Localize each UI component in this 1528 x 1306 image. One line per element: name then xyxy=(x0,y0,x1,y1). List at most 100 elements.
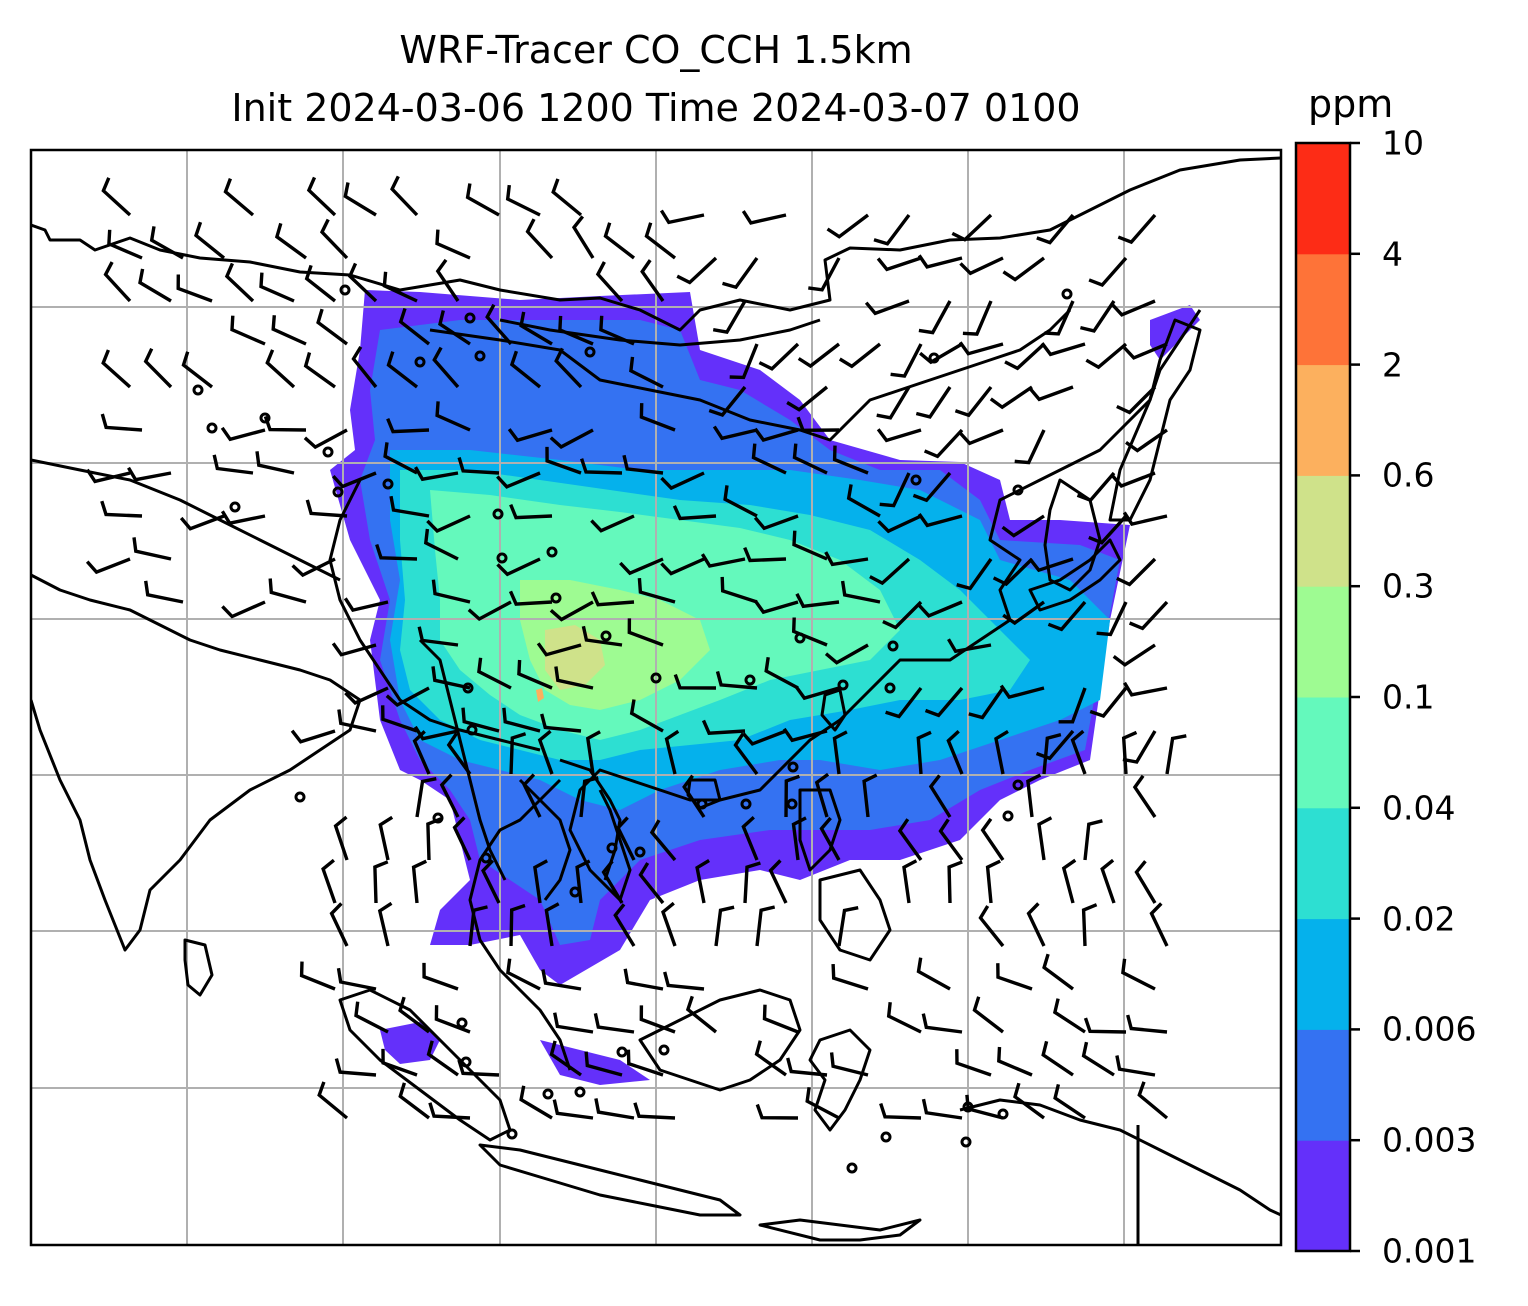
wind-barb xyxy=(754,1040,787,1077)
wind-barb xyxy=(343,597,389,613)
wind-barb xyxy=(956,558,993,591)
calm-wind-marker xyxy=(584,346,596,358)
wind-barb xyxy=(545,446,582,475)
wind-barb xyxy=(537,729,554,775)
wind-barb xyxy=(381,705,418,733)
wind-barb xyxy=(791,816,807,861)
wind-barb xyxy=(603,222,636,260)
wind-barb xyxy=(435,258,460,302)
wind-barb xyxy=(873,213,911,246)
wind-barb xyxy=(1001,514,1045,538)
wind-barb xyxy=(373,860,389,904)
wind-barb xyxy=(143,347,173,389)
wind-barb xyxy=(509,732,527,775)
field-level-1-sumatra xyxy=(380,1022,440,1064)
wind-barb xyxy=(1132,774,1157,818)
colorbar-tick-label: 0.6 xyxy=(1382,455,1435,495)
wind-barb xyxy=(762,1004,799,1034)
wind-barb xyxy=(179,514,225,531)
wind-barb xyxy=(639,403,676,432)
wind-barb xyxy=(928,774,952,818)
wind-barb xyxy=(259,272,295,303)
wind-barb xyxy=(221,600,266,619)
wind-barb xyxy=(722,257,759,290)
wind-barb xyxy=(553,1012,594,1034)
colorbar-segment xyxy=(1296,1029,1350,1141)
wind-barb xyxy=(840,580,881,604)
wind-barb xyxy=(1128,600,1169,631)
calm-wind-marker xyxy=(294,791,306,803)
colorbar-segment xyxy=(1296,807,1350,920)
wind-barb xyxy=(386,418,430,434)
wind-barb xyxy=(334,1058,377,1077)
wind-barb xyxy=(439,773,460,818)
wind-barb xyxy=(321,858,337,904)
sumatra xyxy=(338,988,512,1142)
wind-barb xyxy=(916,957,951,991)
calm-wind-marker xyxy=(787,761,799,773)
calm-wind-marker xyxy=(259,412,271,424)
colorbar-segment xyxy=(1296,1140,1350,1252)
wind-barb xyxy=(428,1102,471,1120)
japan-south xyxy=(1028,538,1122,612)
wind-barb xyxy=(786,385,829,412)
asia-mainland-coastline xyxy=(31,156,1281,332)
wind-barb xyxy=(438,310,471,346)
wind-barb xyxy=(390,175,419,217)
wind-barb xyxy=(1137,1081,1169,1120)
wind-barb xyxy=(271,315,307,346)
calm-wind-marker xyxy=(480,852,492,864)
wind-barb xyxy=(623,968,664,991)
wind-barb xyxy=(536,642,582,657)
wind-barb xyxy=(947,638,992,654)
calm-wind-marker xyxy=(414,356,426,368)
calm-wind-marker xyxy=(616,1046,628,1058)
wind-barb xyxy=(826,213,870,239)
wind-barb xyxy=(1070,729,1087,775)
wind-barb xyxy=(796,416,840,433)
wind-barb xyxy=(615,816,636,861)
wind-barb xyxy=(629,699,664,733)
wind-barb xyxy=(959,256,1004,276)
wind-barb xyxy=(414,466,459,482)
wind-barb xyxy=(1083,1017,1127,1034)
calm-wind-marker xyxy=(229,501,241,513)
wind-barb xyxy=(316,308,349,346)
sri-lanka xyxy=(183,938,214,997)
wind-barb xyxy=(992,557,1034,587)
wind-barb xyxy=(434,1005,471,1034)
wind-barb xyxy=(540,713,582,733)
wind-barb xyxy=(290,729,336,744)
wind-barb xyxy=(791,617,828,647)
wind-barb xyxy=(637,577,676,604)
wind-barb xyxy=(1053,1083,1086,1120)
colorbar-segment xyxy=(1296,475,1350,587)
wind-barb xyxy=(1047,600,1087,632)
wind-barb xyxy=(571,215,595,259)
wind-barb xyxy=(994,729,1009,775)
wind-barb xyxy=(921,1098,963,1120)
wind-barb xyxy=(336,967,377,991)
wind-barb xyxy=(712,300,747,334)
wind-barb xyxy=(626,1049,664,1077)
wind-barb xyxy=(1110,471,1156,489)
calm-wind-marker xyxy=(192,384,204,396)
wind-barb xyxy=(723,485,758,518)
wind-barb xyxy=(423,528,459,561)
wind-barb xyxy=(864,299,910,316)
calm-wind-marker xyxy=(492,508,504,520)
wind-barb xyxy=(946,730,964,775)
calm-wind-marker xyxy=(658,1044,670,1056)
wind-barb xyxy=(467,600,512,622)
wind-barb xyxy=(584,1051,623,1077)
wind-barb xyxy=(1042,732,1062,775)
indochina-coast xyxy=(468,778,572,1071)
wind-barb xyxy=(496,471,541,489)
wind-barb xyxy=(1002,600,1045,626)
wind-barb xyxy=(792,443,828,475)
calm-wind-marker xyxy=(960,1136,972,1148)
wind-barb xyxy=(398,307,431,346)
wind-barb xyxy=(917,254,963,269)
wind-barb xyxy=(144,580,184,604)
